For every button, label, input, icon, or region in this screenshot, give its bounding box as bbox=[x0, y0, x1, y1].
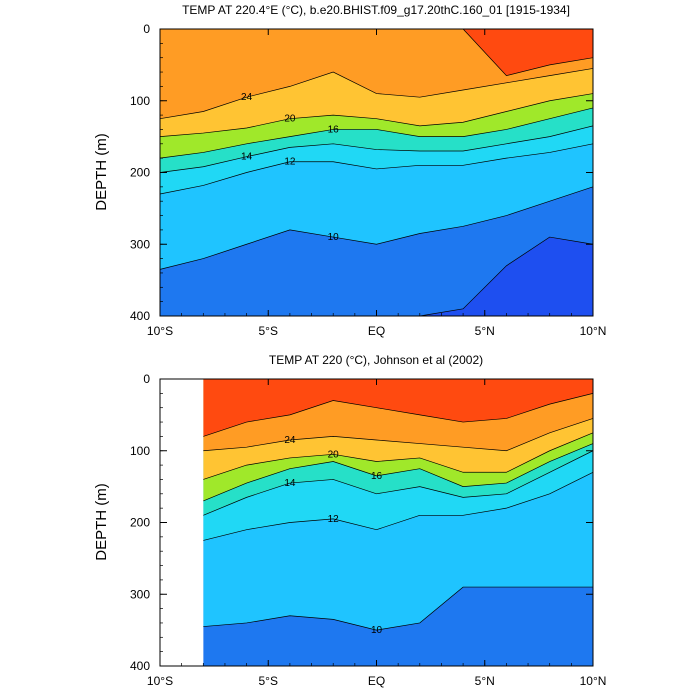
contour-label: 16 bbox=[371, 471, 383, 482]
x-tick-label: 10°N bbox=[580, 324, 607, 338]
y-tick-label: 400 bbox=[130, 659, 150, 673]
isotherm-t16 bbox=[159, 107, 594, 159]
y-tick-label: 0 bbox=[143, 22, 150, 36]
chart-panel-bottom: TEMP AT 220 (°C), Johnson et al (2002) 2… bbox=[93, 353, 606, 688]
x-tick-label: EQ bbox=[368, 674, 385, 688]
contour-label: 14 bbox=[284, 478, 296, 489]
x-tick-label: 5°S bbox=[259, 324, 278, 338]
contour-fill-top bbox=[160, 29, 593, 316]
y-tick-label: 100 bbox=[130, 444, 150, 458]
chart-title-top: TEMP AT 220.4°E (°C), b.e20.BHIST.f09_g1… bbox=[182, 3, 570, 17]
y-tick-label: 400 bbox=[130, 309, 150, 323]
contour-label: 10 bbox=[371, 625, 383, 636]
band-t26 bbox=[203, 379, 594, 437]
isotherm-t10 bbox=[203, 586, 593, 631]
contour-label: 12 bbox=[328, 514, 340, 525]
isotherm-t12 bbox=[159, 143, 594, 195]
contour-label: 24 bbox=[284, 435, 296, 446]
contour-label: 24 bbox=[241, 92, 253, 103]
isotherm-t24 bbox=[203, 418, 594, 452]
no-data-region bbox=[160, 379, 204, 666]
isotherm-t12 bbox=[203, 471, 594, 541]
y-tick-label: 200 bbox=[130, 166, 150, 180]
x-tick-label: 10°N bbox=[580, 674, 607, 688]
contour-labels-top: 24 20 16 14 12 10 bbox=[241, 92, 339, 243]
isotherm-t14 bbox=[203, 450, 594, 516]
y-tick-label: 100 bbox=[130, 94, 150, 108]
chart-title-bottom: TEMP AT 220 (°C), Johnson et al (2002) bbox=[269, 353, 483, 367]
axes-top: 10°S 5°S EQ 5°N 10°N 0 100 200 300 400 bbox=[130, 22, 606, 338]
isotherm-t20 bbox=[159, 93, 594, 137]
axes-bottom: 10°S 5°S EQ 5°N 10°N 0 100 200 300 400 bbox=[130, 372, 606, 688]
contour-label: 10 bbox=[328, 232, 340, 243]
contour-label: 20 bbox=[284, 114, 296, 125]
y-axis-label-top: DEPTH (m) bbox=[93, 133, 110, 211]
contour-label: 16 bbox=[328, 124, 340, 135]
x-tick-label: EQ bbox=[368, 324, 385, 338]
x-tick-label: 10°S bbox=[147, 674, 173, 688]
x-tick-label: 5°S bbox=[259, 674, 278, 688]
contour-labels-bottom: 24 20 16 14 12 10 bbox=[284, 435, 382, 636]
contour-label: 12 bbox=[284, 157, 296, 168]
isotherm-t10 bbox=[159, 186, 594, 270]
y-tick-label: 0 bbox=[143, 372, 150, 386]
contour-fill-bottom bbox=[160, 379, 594, 666]
contour-label: 14 bbox=[241, 152, 253, 163]
x-tick-label: 5°N bbox=[475, 324, 495, 338]
isotherm-t20 bbox=[203, 432, 594, 480]
isotherm-t16 bbox=[203, 443, 594, 502]
x-tick-label: 5°N bbox=[475, 674, 495, 688]
x-tick-label: 10°S bbox=[147, 324, 173, 338]
y-tick-label: 200 bbox=[130, 516, 150, 530]
chart-panel-top: TEMP AT 220.4°E (°C), b.e20.BHIST.f09_g1… bbox=[93, 3, 606, 338]
contour-label: 20 bbox=[328, 449, 340, 460]
isotherm-t24 bbox=[159, 68, 594, 120]
y-tick-label: 300 bbox=[130, 587, 150, 601]
y-tick-label: 300 bbox=[130, 237, 150, 251]
y-axis-label-bottom: DEPTH (m) bbox=[93, 483, 110, 561]
isotherm-t26 bbox=[203, 393, 594, 437]
isotherm-t14 bbox=[159, 125, 594, 173]
band-t26 bbox=[160, 29, 593, 76]
